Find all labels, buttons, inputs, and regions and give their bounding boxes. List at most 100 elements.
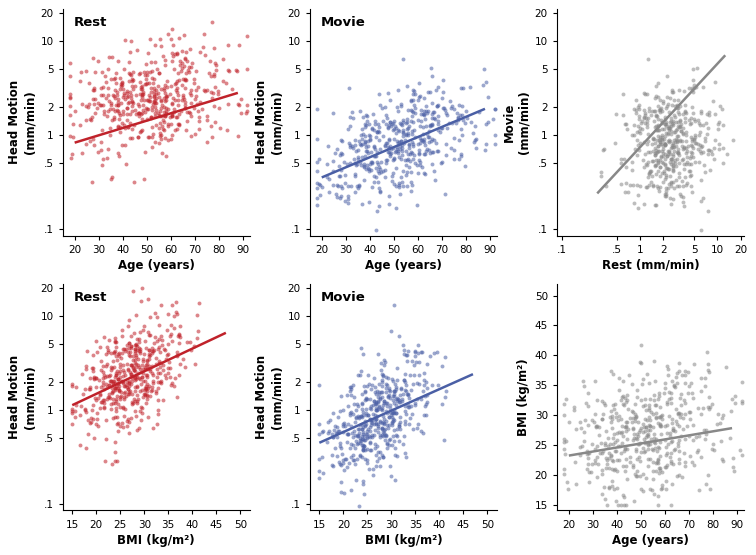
Point <box>132 345 144 354</box>
Point <box>110 69 122 78</box>
Point <box>688 135 700 144</box>
Point <box>414 106 426 115</box>
Point <box>388 425 400 434</box>
Point <box>695 410 707 418</box>
Point <box>652 492 665 501</box>
Point <box>649 435 662 443</box>
Point <box>346 380 358 389</box>
Point <box>125 344 137 352</box>
Point <box>153 111 165 120</box>
Point <box>368 144 380 153</box>
Point <box>359 421 371 430</box>
Point <box>606 412 618 421</box>
Point <box>683 84 695 93</box>
Point <box>344 158 356 167</box>
Point <box>677 181 689 190</box>
Point <box>361 382 373 391</box>
Point <box>685 378 697 387</box>
Point <box>627 461 639 470</box>
Point <box>678 173 690 181</box>
Point <box>363 464 375 473</box>
Point <box>358 442 370 451</box>
Point <box>591 422 603 431</box>
Point <box>635 485 647 494</box>
Point <box>205 121 217 130</box>
Point <box>684 120 696 129</box>
Point <box>356 399 368 408</box>
Point <box>117 377 129 386</box>
Point <box>668 163 680 172</box>
Point <box>395 172 407 181</box>
Point <box>670 126 682 135</box>
Point <box>166 300 178 309</box>
Point <box>401 351 413 360</box>
Point <box>87 350 99 359</box>
Point <box>583 448 595 457</box>
Point <box>157 396 169 405</box>
Point <box>402 401 414 410</box>
Point <box>668 156 680 165</box>
Point <box>358 160 370 169</box>
Point <box>118 91 130 100</box>
Point <box>170 112 182 121</box>
Point <box>649 150 662 159</box>
Point <box>364 159 376 168</box>
Point <box>375 365 387 374</box>
Point <box>110 396 122 405</box>
Point <box>389 443 401 452</box>
Point <box>146 122 158 131</box>
Point <box>672 409 684 418</box>
Point <box>403 419 415 428</box>
Point <box>172 90 184 99</box>
Point <box>356 125 368 134</box>
Point <box>177 74 189 83</box>
Point <box>438 352 451 361</box>
Point <box>418 380 430 389</box>
Point <box>146 361 158 370</box>
Point <box>107 91 119 100</box>
Point <box>129 340 141 349</box>
Point <box>327 430 339 438</box>
Point <box>459 118 471 127</box>
Point <box>152 369 164 377</box>
Point <box>133 70 145 79</box>
Point <box>184 107 196 116</box>
Point <box>330 433 342 442</box>
Point <box>135 126 147 135</box>
Point <box>124 88 136 97</box>
Point <box>184 345 197 354</box>
Point <box>558 470 570 478</box>
Point <box>652 183 665 192</box>
Point <box>680 379 692 387</box>
Point <box>413 155 425 164</box>
Point <box>378 396 390 405</box>
Point <box>107 347 119 356</box>
Point <box>636 125 648 134</box>
Point <box>661 72 673 80</box>
Point <box>335 443 347 452</box>
Point <box>345 408 358 417</box>
Point <box>397 340 409 349</box>
Point <box>365 417 377 426</box>
Point <box>391 137 403 145</box>
Point <box>582 449 594 458</box>
Point <box>126 97 138 106</box>
Point <box>139 361 151 370</box>
Point <box>188 94 200 103</box>
Point <box>627 408 639 417</box>
Point <box>188 130 200 139</box>
Point <box>129 386 141 395</box>
Point <box>97 381 109 390</box>
Point <box>638 113 650 122</box>
Point <box>141 114 153 123</box>
Point <box>615 393 627 402</box>
Point <box>627 496 640 505</box>
Point <box>95 90 107 99</box>
Point <box>339 170 352 179</box>
Point <box>671 155 683 164</box>
Point <box>193 117 205 125</box>
Point <box>361 164 373 173</box>
Point <box>653 443 665 452</box>
Point <box>558 400 570 408</box>
Point <box>687 421 699 430</box>
